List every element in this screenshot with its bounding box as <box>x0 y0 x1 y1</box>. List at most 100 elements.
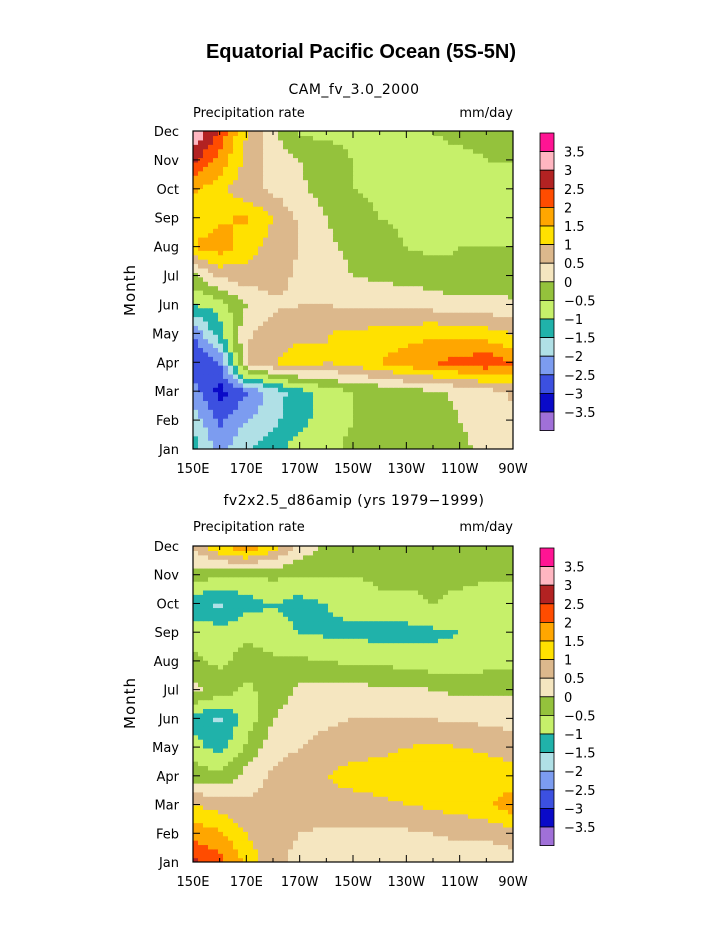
contour-cell <box>243 206 249 212</box>
contour-cell <box>423 135 429 141</box>
contour-cell <box>263 391 269 397</box>
contour-cell <box>193 192 199 198</box>
contour-cell <box>283 404 289 410</box>
contour-cell <box>413 166 419 172</box>
contour-cell <box>233 431 239 437</box>
contour-cell <box>198 356 204 362</box>
x-tick-label: 170E <box>230 462 263 477</box>
contour-cell <box>408 223 414 229</box>
contour-cell <box>318 228 324 234</box>
contour-cell <box>448 290 454 296</box>
contour-cell <box>488 334 494 340</box>
contour-cell <box>228 294 234 300</box>
contour-cell <box>218 334 224 340</box>
contour-cell <box>268 404 274 410</box>
contour-cell <box>248 131 254 137</box>
contour-cell <box>333 316 339 322</box>
contour-cell <box>228 135 234 141</box>
contour-cell <box>343 844 349 850</box>
contour-cell <box>193 409 199 415</box>
contour-cell <box>273 259 279 265</box>
contour-cell <box>448 161 454 167</box>
x-tick-label: 150W <box>334 462 372 477</box>
contour-cell <box>378 431 384 437</box>
contour-cell <box>248 440 254 446</box>
contour-cell <box>193 396 199 402</box>
contour-cell <box>218 214 224 220</box>
contour-cell <box>423 844 429 850</box>
contour-cell <box>238 431 244 437</box>
contour-cell <box>308 201 314 207</box>
contour-cell <box>408 298 414 304</box>
contour-cell <box>283 161 289 167</box>
contour-cell <box>453 135 459 141</box>
contour-cell <box>458 179 464 185</box>
contour-cell <box>478 325 484 331</box>
contour-cell <box>443 391 449 397</box>
contour-cell <box>278 214 284 220</box>
contour-cell <box>283 848 289 854</box>
contour-cell <box>313 329 319 335</box>
contour-cell <box>463 214 469 220</box>
contour-cell <box>358 175 364 181</box>
contour-cell <box>413 373 419 379</box>
contour-cell <box>298 848 304 854</box>
contour-cell <box>363 161 369 167</box>
contour-cell <box>508 338 513 344</box>
contour-cell <box>498 232 504 238</box>
contour-cell <box>228 440 234 446</box>
contour-cell <box>238 351 244 357</box>
contour-cell <box>253 356 259 362</box>
contour-cell <box>363 426 369 432</box>
contour-cell <box>468 360 474 366</box>
contour-cell <box>438 303 444 309</box>
contour-cell <box>323 435 329 441</box>
contour-cell <box>468 378 474 384</box>
contour-cell <box>308 281 314 287</box>
contour-cell <box>383 360 389 366</box>
contour-cell <box>273 201 279 207</box>
contour-cell <box>458 184 464 190</box>
contour-cell <box>398 365 404 371</box>
contour-cell <box>303 303 309 309</box>
contour-cell <box>508 356 513 362</box>
contour-cell <box>318 365 324 371</box>
contour-cell <box>258 237 264 243</box>
contour-cell <box>508 245 513 251</box>
contour-cell <box>448 170 454 176</box>
contour-cell <box>278 422 284 428</box>
contour-cell <box>373 351 379 357</box>
contour-cell <box>208 409 214 415</box>
contour-cell <box>458 219 464 225</box>
contour-cell <box>508 365 513 371</box>
contour-cell <box>468 223 474 229</box>
contour-cell <box>258 232 264 238</box>
contour-cell <box>273 338 279 344</box>
contour-cell <box>458 214 464 220</box>
contour-cell <box>243 148 249 154</box>
contour-cell <box>408 272 414 278</box>
contour-cell <box>463 259 469 265</box>
contour-cell <box>253 343 259 349</box>
contour-cell <box>498 206 504 212</box>
contour-cell <box>438 188 444 194</box>
contour-cell <box>228 206 234 212</box>
contour-cell <box>388 404 394 410</box>
contour-cell <box>373 245 379 251</box>
contour-cell <box>503 170 509 176</box>
contour-cell <box>243 320 249 326</box>
contour-cell <box>508 444 513 449</box>
contour-cell <box>203 131 209 137</box>
contour-cell <box>363 157 369 163</box>
contour-cell <box>458 135 464 141</box>
contour-cell <box>268 259 274 265</box>
contour-cell <box>463 404 469 410</box>
contour-cell <box>443 184 449 190</box>
contour-cell <box>428 294 434 300</box>
contour-cell <box>283 422 289 428</box>
contour-cell <box>193 237 199 243</box>
contour-cell <box>458 139 464 145</box>
contour-cell <box>433 360 439 366</box>
contour-cell <box>353 228 359 234</box>
contour-cell <box>493 409 499 415</box>
